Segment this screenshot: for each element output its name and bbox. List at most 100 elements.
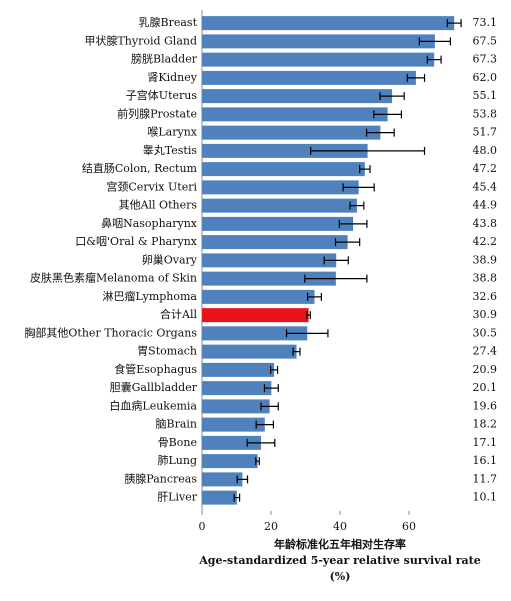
y-tick-label: 结直肠Colon, Rectum (82, 161, 198, 175)
error-bar (306, 311, 311, 320)
bar (202, 289, 315, 304)
x-axis-label: Age-standardized 5-year relative surviva… (198, 554, 480, 567)
value-label: 16.1 (473, 454, 498, 467)
value-label: 30.5 (473, 326, 498, 339)
y-tick-label: 前列腺Prostate (117, 106, 197, 120)
bar (202, 89, 393, 104)
y-tick-label: 白血病Leukemia (109, 398, 197, 412)
error-bar (334, 238, 361, 247)
y-tick-label: 肾Kidney (147, 71, 197, 84)
error-bar (306, 292, 322, 301)
bar (202, 125, 381, 140)
bar (202, 70, 416, 85)
value-label: 32.6 (473, 290, 498, 303)
y-tick-label: 宫颈Cervix Uteri (106, 179, 197, 193)
y-tick-label: 胆囊Gallbladder (110, 380, 198, 394)
y-tick-label: 肺Lung (157, 454, 197, 467)
y-tick-label: 合计All (160, 307, 197, 321)
y-tick-label: 骨Bone (158, 436, 197, 449)
value-label: 38.8 (473, 272, 498, 285)
y-tick-label: 睾丸Testis (143, 143, 198, 157)
value-label: 11.7 (473, 472, 498, 485)
error-bar (292, 347, 301, 356)
value-label: 44.9 (473, 199, 498, 212)
bar (202, 271, 336, 286)
value-label: 30.9 (473, 308, 498, 321)
y-tick-label: 甲状腺Thyroid Gland (84, 33, 197, 47)
bar (202, 308, 309, 323)
error-bar (260, 402, 279, 411)
bar (202, 198, 357, 213)
y-tick-label: 肝Liver (157, 491, 198, 504)
error-bar (310, 146, 426, 155)
value-label: 55.1 (473, 89, 498, 102)
error-bar (263, 384, 279, 393)
bar (202, 107, 388, 122)
y-tick-label: 乳腺Breast (139, 15, 198, 29)
bar (202, 454, 258, 469)
x-axis-label: 年龄标准化五年相对生存率 (274, 537, 406, 551)
value-label: 17.1 (473, 436, 498, 449)
bar (202, 490, 237, 505)
error-bar (246, 438, 276, 447)
error-bar (255, 457, 260, 466)
error-bar (304, 274, 368, 283)
bar (202, 216, 354, 231)
error-bar (379, 92, 405, 101)
x-tick-label: 20 (264, 520, 278, 533)
x-tick-label: 40 (333, 520, 347, 533)
error-bar (373, 110, 403, 119)
error-bar (359, 165, 371, 174)
value-label: 67.5 (473, 34, 498, 47)
value-label: 47.2 (473, 162, 498, 175)
value-label: 38.9 (473, 253, 498, 266)
error-bar (323, 256, 349, 265)
y-tick-label: 胸部其他Other Thoracic Organs (24, 325, 197, 339)
bar (202, 472, 243, 487)
error-bar (426, 55, 442, 64)
y-tick-label: 膀胱Bladder (131, 52, 198, 66)
y-tick-label: 喉Larynx (147, 126, 197, 139)
error-bar (236, 475, 249, 484)
bar (202, 180, 359, 195)
error-bar (365, 128, 395, 137)
error-bar (233, 493, 241, 502)
bar (202, 326, 308, 341)
value-label: 67.3 (473, 53, 498, 66)
value-label: 48.0 (473, 144, 498, 157)
value-label: 73.1 (473, 16, 498, 29)
y-tick-label: 皮肤黑色素瘤Melanoma of Skin (30, 271, 197, 285)
bar (202, 162, 365, 177)
value-label: 10.1 (473, 491, 498, 504)
value-label: 62.0 (473, 71, 498, 84)
value-label: 20.9 (473, 363, 498, 376)
error-bar (255, 420, 275, 429)
bar (202, 34, 435, 49)
bar (202, 143, 368, 158)
error-bar (349, 201, 365, 210)
y-tick-label: 胃Stomach (137, 345, 197, 358)
bar (202, 16, 455, 31)
bar (202, 344, 297, 359)
y-tick-label: 子宫体Uterus (126, 88, 198, 102)
y-tick-label: 卵巢Ovary (142, 253, 198, 266)
y-tick-label: 口&咽'Oral & Pharynx (75, 235, 198, 248)
y-tick-label: 胰腺Pancreas (124, 471, 197, 485)
bar (202, 362, 275, 377)
error-bar (446, 19, 462, 28)
bar (202, 52, 435, 67)
x-tick-label: 0 (199, 520, 206, 533)
bar (202, 235, 348, 250)
error-bar (342, 183, 375, 192)
bar (202, 417, 265, 432)
value-label: 27.4 (473, 345, 498, 358)
y-tick-label: 淋巴瘤Lymphoma (103, 289, 198, 303)
error-bar (285, 329, 329, 338)
y-tick-label: 其他All Others (119, 199, 198, 212)
value-label: 19.6 (473, 399, 498, 412)
value-label: 43.8 (473, 217, 498, 230)
value-label: 53.8 (473, 107, 498, 120)
x-tick-label: 60 (402, 520, 416, 533)
y-tick-label: 食管Esophagus (114, 362, 197, 376)
